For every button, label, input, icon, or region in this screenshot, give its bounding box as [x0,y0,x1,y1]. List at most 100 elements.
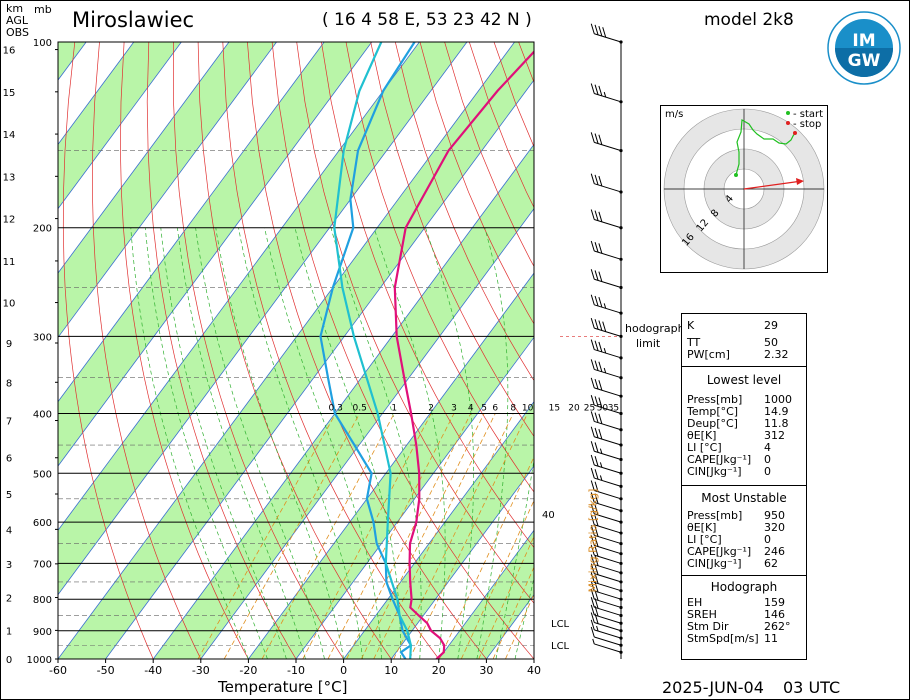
isotherm-band [58,42,534,659]
wind-barb-flag [594,133,599,144]
mixing-ratio-line [197,413,337,659]
wind-barb-flag [590,23,595,34]
moist-adiabat [476,227,509,659]
isotherm-line [58,42,230,274]
wind-barb-flag [598,271,603,282]
index-value: 1000 [764,393,792,406]
height-tick-label: 4 [6,525,12,536]
wind-barb [590,23,622,43]
height-tick-label: 15 [3,88,16,99]
obs-label: OBS [6,26,29,39]
wind-barb-flag [594,536,599,547]
wind-barb-flag [590,339,595,350]
wind-barb [590,514,622,534]
dry-adiabat [173,42,345,659]
mixing-ratio-line [360,413,485,659]
index-value: 11 [764,632,778,645]
wind-barb-staff [594,404,622,414]
hodograph-panel: 4 8 12 16 m/s - start - stop [660,105,828,273]
wind-barb-flag [590,604,595,616]
sounding-line-0 [393,50,534,659]
wind-barb-staff [594,614,622,624]
wind-barb-flag [590,492,595,503]
wind-barb-flag [594,546,599,557]
isotherm-line [248,272,534,659]
wind-barb [590,545,622,564]
wind-barb [590,619,622,639]
wind-barb-flag [594,613,599,624]
wind-barb-flag [594,270,599,281]
wind-barb-half-flag [596,625,599,632]
dry-adiabat [419,42,534,325]
wind-barb-flag [590,525,595,536]
mixing-ratio-line [373,413,496,659]
wind-barb-staff [594,534,622,545]
index-label: Press[mb] [687,393,743,406]
wind-barb-flag [590,377,595,389]
wind-barb-flag [590,563,595,574]
wind-barb-flag [590,580,595,592]
time-label: 03 UTC [783,678,841,697]
index-value: 312 [764,429,785,442]
wind-barb-flag [598,175,603,187]
wind-barb-flag [590,426,595,437]
mixing-ratio-tick-label: 35 [608,403,619,413]
wind-barb-flag [594,427,599,439]
wind-barb [590,626,622,646]
wind-barb-half-flag [603,91,607,98]
moist-adiabat [264,227,383,659]
k-value: 29 [764,319,778,332]
wind-barb-flag [590,269,595,280]
wind-barb-flag [598,25,603,37]
hodo-trace [735,119,796,176]
wind-barb-flag [594,526,599,537]
wind-barb [590,503,622,523]
mixing-ratio-tick-label: 0.3 [329,403,343,413]
wind-barb-staff [594,278,622,289]
wind-barb-flag [594,515,599,527]
hodo-legend-stop: - stop [793,119,822,130]
dry-adiabat [394,42,534,382]
wind-barb-flag [590,240,595,252]
wind-barb-flag [594,605,599,617]
sounding-line-1 [319,42,416,659]
dry-adiabat [92,42,202,659]
mixing-ratio-tick-label: 5 [481,403,487,413]
wind-barb-flag [598,341,603,353]
x-tick-label: -50 [97,664,115,677]
mixing-ratio-tick-label: 8 [510,403,516,413]
wind-barb-flag [598,428,603,440]
index-value: 950 [764,509,785,522]
mixing-ratio-line [393,413,514,659]
wind-barb [590,467,622,487]
x-tick-label: -20 [239,664,257,677]
index-label: CIN[Jkg⁻¹] [687,465,742,478]
wind-barb-flag [602,27,607,38]
mixing-ratio-tick-label: 30 [597,403,609,413]
wind-barb-flag [590,395,595,406]
wind-barb-flag [598,85,603,97]
wind-barb-staff [594,590,622,600]
wind-barb-staff [594,643,622,653]
wind-barb-dot [619,580,623,584]
agl-label: AGL [6,14,28,27]
wind-barb [590,535,622,555]
moist-adiabat [195,227,325,659]
isotherm-line [58,42,468,596]
height-tick-label: 10 [3,299,16,310]
index-value: 4 [764,441,771,454]
index-label: Press[mb] [687,509,743,522]
mixing-ratio-line [478,535,534,659]
wind-barb [590,492,622,512]
height-tick-label: 9 [6,339,12,350]
wind-barb-staff [594,490,622,500]
wind-barb-flag [590,480,595,491]
axis-km-labels: km AGL OBS [6,3,29,39]
wind-barb-flag [594,84,599,95]
dry-adiabat [321,42,534,549]
hodo-stop-dot [793,131,797,135]
isotherm-line [58,42,373,467]
pressure-tick-label: 700 [33,559,52,570]
mixing-ratio-tick-label: 4 [468,403,474,413]
wind-barb-staff [594,606,622,616]
